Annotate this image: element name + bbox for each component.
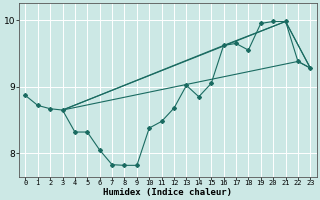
X-axis label: Humidex (Indice chaleur): Humidex (Indice chaleur) bbox=[103, 188, 232, 197]
